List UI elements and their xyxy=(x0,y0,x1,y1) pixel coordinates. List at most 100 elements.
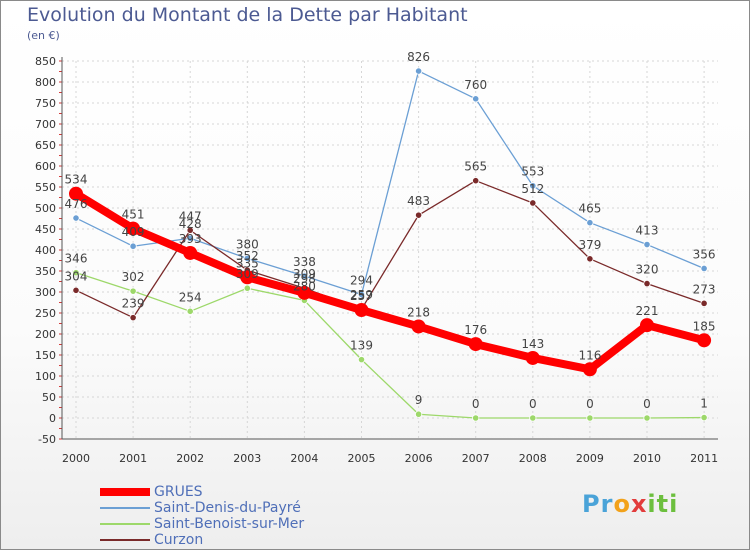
x-tick-label: 2000 xyxy=(62,452,90,465)
y-tick-label: 650 xyxy=(35,139,56,152)
data-label: 534 xyxy=(65,173,88,187)
data-point xyxy=(700,299,708,307)
x-tick-label: 2009 xyxy=(576,452,604,465)
data-point xyxy=(129,314,137,322)
data-point xyxy=(643,279,651,288)
x-tick-label: 2004 xyxy=(290,452,318,465)
series-line xyxy=(75,70,705,296)
data-label: 304 xyxy=(65,269,88,283)
data-point xyxy=(700,264,708,273)
series-line xyxy=(75,272,705,419)
data-label: 273 xyxy=(693,282,716,296)
data-label: 298 xyxy=(293,272,316,286)
data-label: 239 xyxy=(122,297,145,311)
data-point xyxy=(529,182,537,190)
x-tick-label: 2001 xyxy=(119,452,147,465)
data-point xyxy=(186,226,194,234)
y-tick-label: 400 xyxy=(35,244,56,257)
data-label: 309 xyxy=(293,267,316,281)
data-label: 0 xyxy=(529,397,537,411)
data-label: 380 xyxy=(236,237,259,251)
y-tick-label: 750 xyxy=(35,97,56,110)
data-point xyxy=(643,240,651,249)
data-label: 465 xyxy=(578,202,601,216)
data-point xyxy=(186,234,194,242)
data-label: 218 xyxy=(407,305,430,319)
data-label: 116 xyxy=(578,348,601,362)
data-point xyxy=(472,95,480,103)
data-label: 826 xyxy=(407,50,430,64)
data-point xyxy=(529,199,537,207)
data-point xyxy=(643,414,651,422)
legend-label: GRUES xyxy=(154,484,203,500)
y-tick-label: 350 xyxy=(35,265,56,278)
data-label: 346 xyxy=(65,252,88,266)
data-label: 0 xyxy=(586,397,594,411)
data-point xyxy=(586,219,594,227)
data-point xyxy=(697,333,712,348)
data-point xyxy=(72,269,80,277)
series-line xyxy=(72,189,709,374)
data-point xyxy=(525,350,540,365)
legend-label: Saint-Denis-du-Payré xyxy=(154,500,301,516)
y-tick-label: 100 xyxy=(35,370,56,383)
legend-swatch xyxy=(100,523,150,525)
legend-swatch xyxy=(100,539,150,541)
proxiti-logo: Proxiti xyxy=(582,490,679,518)
data-point xyxy=(72,214,80,222)
y-tick-label: 450 xyxy=(35,223,56,236)
x-tick-label: 2005 xyxy=(348,452,376,465)
x-tick-label: 2003 xyxy=(233,452,261,465)
y-tick-label: 250 xyxy=(35,307,56,320)
data-point xyxy=(472,414,480,422)
data-label: 483 xyxy=(407,194,430,208)
data-label: 379 xyxy=(578,238,601,252)
data-label: 512 xyxy=(521,182,544,196)
y-tick-label: 50 xyxy=(42,391,56,404)
y-tick-label: 700 xyxy=(35,118,56,131)
data-point xyxy=(69,186,83,201)
legend-label: Curzon xyxy=(154,532,204,548)
data-label: 139 xyxy=(350,339,373,353)
data-point xyxy=(472,177,480,185)
data-label: 760 xyxy=(464,78,487,92)
data-label: 338 xyxy=(293,255,316,269)
chart-unit-label: (en €) xyxy=(27,29,60,42)
data-label: 221 xyxy=(636,304,659,318)
data-point xyxy=(243,254,251,262)
data-label: 309 xyxy=(236,267,259,281)
data-label: 280 xyxy=(293,279,316,293)
data-point xyxy=(529,414,537,422)
data-label: 0 xyxy=(472,397,480,411)
y-tick-label: -50 xyxy=(38,433,56,446)
chart-title: Evolution du Montant de la Dette par Hab… xyxy=(27,4,468,26)
y-tick-label: 850 xyxy=(35,55,56,68)
data-label: 409 xyxy=(122,225,145,239)
data-point xyxy=(129,287,137,295)
data-point xyxy=(468,337,483,352)
data-point xyxy=(414,410,423,418)
data-label: 9 xyxy=(415,393,423,407)
data-point xyxy=(357,356,366,364)
data-label: 476 xyxy=(65,197,88,211)
data-point xyxy=(586,255,594,263)
data-label: 356 xyxy=(693,247,716,261)
data-point xyxy=(186,307,194,315)
data-point xyxy=(411,319,426,334)
data-label: 259 xyxy=(350,288,373,302)
data-label: 352 xyxy=(236,249,259,263)
legend-label: Saint-Benoist-sur-Mer xyxy=(154,516,305,532)
series-line xyxy=(75,180,705,319)
data-label: 553 xyxy=(521,165,544,179)
data-point xyxy=(414,67,423,75)
data-label: 302 xyxy=(122,270,145,284)
data-label: 335 xyxy=(236,256,259,270)
data-label: 428 xyxy=(179,217,202,231)
data-point xyxy=(126,221,141,236)
data-label: 0 xyxy=(643,397,651,411)
data-label: 185 xyxy=(693,319,716,333)
data-point xyxy=(183,245,198,260)
data-label: 447 xyxy=(179,209,202,223)
